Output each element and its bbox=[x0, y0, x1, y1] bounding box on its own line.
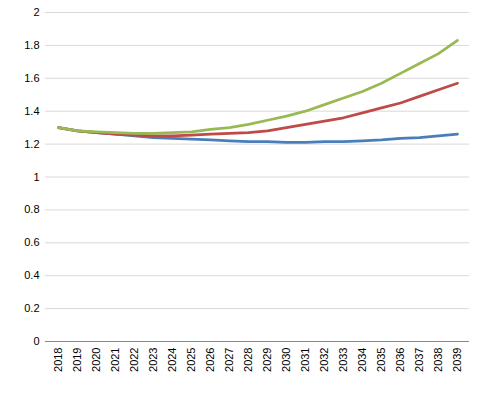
svg-text:2021: 2021 bbox=[109, 348, 121, 372]
svg-text:2: 2 bbox=[33, 6, 39, 18]
svg-text:2028: 2028 bbox=[242, 348, 254, 372]
svg-text:2033: 2033 bbox=[337, 348, 349, 372]
svg-text:2036: 2036 bbox=[394, 348, 406, 372]
svg-text:2032: 2032 bbox=[318, 348, 330, 372]
svg-text:2030: 2030 bbox=[280, 348, 292, 372]
svg-text:2026: 2026 bbox=[204, 348, 216, 372]
svg-text:0.2: 0.2 bbox=[24, 302, 39, 314]
svg-text:2035: 2035 bbox=[375, 348, 387, 372]
svg-text:2024: 2024 bbox=[166, 348, 178, 372]
svg-text:1.6: 1.6 bbox=[24, 72, 39, 84]
svg-text:0: 0 bbox=[33, 335, 39, 347]
svg-text:0.6: 0.6 bbox=[24, 236, 39, 248]
svg-text:1.2: 1.2 bbox=[24, 138, 39, 150]
svg-text:2037: 2037 bbox=[413, 348, 425, 372]
svg-text:2019: 2019 bbox=[71, 348, 83, 372]
svg-text:0.8: 0.8 bbox=[24, 203, 39, 215]
svg-text:2027: 2027 bbox=[223, 348, 235, 372]
svg-text:2018: 2018 bbox=[52, 348, 64, 372]
svg-text:2023: 2023 bbox=[147, 348, 159, 372]
svg-text:2022: 2022 bbox=[128, 348, 140, 372]
svg-text:2029: 2029 bbox=[261, 348, 273, 372]
svg-text:2039: 2039 bbox=[451, 348, 463, 372]
svg-text:1.4: 1.4 bbox=[24, 105, 39, 117]
svg-text:2025: 2025 bbox=[185, 348, 197, 372]
svg-text:0.4: 0.4 bbox=[24, 269, 39, 281]
svg-text:2038: 2038 bbox=[432, 348, 444, 372]
svg-text:2031: 2031 bbox=[299, 348, 311, 372]
svg-text:1.8: 1.8 bbox=[24, 39, 39, 51]
svg-text:1: 1 bbox=[33, 171, 39, 183]
svg-text:2034: 2034 bbox=[356, 348, 368, 372]
svg-text:2020: 2020 bbox=[90, 348, 102, 372]
